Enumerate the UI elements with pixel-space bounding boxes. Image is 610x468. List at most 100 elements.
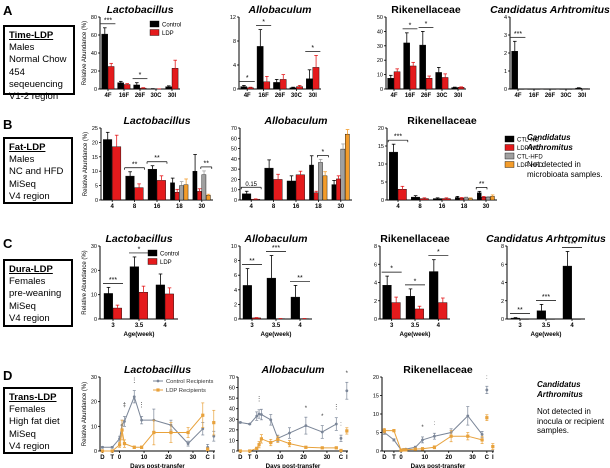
data-point [110,449,114,453]
data-point [413,447,417,451]
data-point [433,434,436,438]
chart-title: Rikenellaceae [407,115,477,127]
significance-label: * [246,75,249,82]
y-tick-label: 20 [91,400,97,406]
data-point [287,442,292,446]
y-tick-label: 10 [231,188,237,194]
x-tick-label: 4F [104,93,111,99]
data-point [260,413,263,416]
x-tick-label: C [205,455,210,461]
y-tick-label: 2 [504,51,507,57]
y-tick-label: 2 [501,299,504,305]
y-tick-label: 40 [229,407,235,413]
significance-label: ** [517,307,523,314]
legend-label: LDP [162,31,174,37]
x-tick-label: T [248,455,252,461]
data-point [432,445,437,449]
chart-title: Candidatus Arhtromitus [490,4,610,16]
significance-label: : [486,375,488,381]
x-tick-label: 30I [168,93,177,99]
y-tick-label: 8 [374,244,377,250]
y-tick-label: 10 [377,73,383,79]
y-tick-label: 20 [378,126,384,132]
data-point [399,448,403,452]
y-tick-label: 10 [373,412,379,418]
significance-label: ⋮ [333,405,339,411]
significance-label: ** [204,160,210,167]
legend-label: Control [162,23,181,29]
data-point [110,445,114,449]
significance-label: * [390,266,393,273]
data-point [132,395,136,399]
note-candidatus-d: Candidatus Arthromitus Not detected in i… [537,380,604,436]
x-tick-label: 3 [518,323,522,329]
x-tick-label: 30I [309,93,318,99]
x-tick-label: 10 [141,455,148,461]
x-axis-label: Age(week) [400,331,431,338]
significance-label: *** [568,241,576,248]
significance-label: *** [394,134,402,141]
data-point [392,438,396,442]
y-tick-label: 20 [91,268,97,274]
legend-label: LDP [160,260,172,266]
significance-label: 0.15 [245,182,257,188]
y-tick-label: 15 [92,155,98,161]
chart-title: Allobaculum [243,233,307,245]
x-tick-label: 30I [578,93,587,99]
x-tick-label: 30 [198,204,205,210]
note-text: Not detected in [527,160,581,169]
x-tick-label: 3 [111,323,115,329]
data-point [238,421,242,424]
x-tick-label: 30C [560,93,572,99]
x-tick-label: 3 [390,323,394,329]
x-tick-label: 26F [135,93,146,99]
x-tick-label: 30 [337,204,344,210]
note-text: microbioata samples. [527,169,603,179]
y-tick-label: 30 [377,44,383,50]
y-axis-label: Relative Abundance (%) [82,21,88,85]
data-point [401,448,406,452]
note-heading: Arthromitus [527,142,573,152]
x-tick-label: 4 [111,204,115,210]
data-point [117,443,122,447]
x-tick-label: 30 [190,455,197,461]
x-tick-label: 16F [258,93,269,99]
x-tick-label: 16 [293,204,300,210]
x-tick-label: I [492,455,494,461]
chart-title: Allobaculum [260,364,324,376]
y-tick-label: 50 [377,15,383,21]
significance-label: * [321,414,324,420]
y-tick-label: 20 [373,375,379,381]
x-tick-label: 16F [405,93,416,99]
info-box-dura-ldp: Dura-LDP Females pre-weaning MiSeq V4 re… [3,259,73,327]
x-tick-label: 4 [163,323,167,329]
y-tick-label: 20 [377,58,383,64]
x-tick-label: 4 [250,204,254,210]
data-point [269,440,273,445]
legend-label: LDP-NC [517,146,540,152]
x-tick-label: 4 [570,323,574,329]
x-tick-label: D [100,455,105,461]
data-point [421,438,424,442]
y-tick-label: 0 [95,198,98,204]
x-tick-label: 8 [133,204,137,210]
y-axis-label: Relative Abundance (%) [82,382,88,446]
x-tick-label: 26F [545,93,556,99]
chart-title: Allobaculum [263,115,327,127]
x-tick-label: 4F [390,93,397,99]
significance-label: * [414,278,417,285]
data-point [255,446,259,450]
info-box-time-ldp: Time-LDP Males Normal Chow 454 seqeuenci… [3,25,75,102]
chart-title: Lactobacillus [124,364,191,376]
info-box-line: V4 region [9,312,50,324]
data-point [257,443,261,447]
y-tick-label: 30 [91,244,97,250]
y-tick-label: 6 [374,262,377,268]
x-tick-label: T [110,455,114,461]
significance-label: ⋮ [139,403,145,409]
x-tick-label: C [485,455,490,461]
x-tick-label: 26F [275,93,286,99]
data-point [304,445,308,449]
